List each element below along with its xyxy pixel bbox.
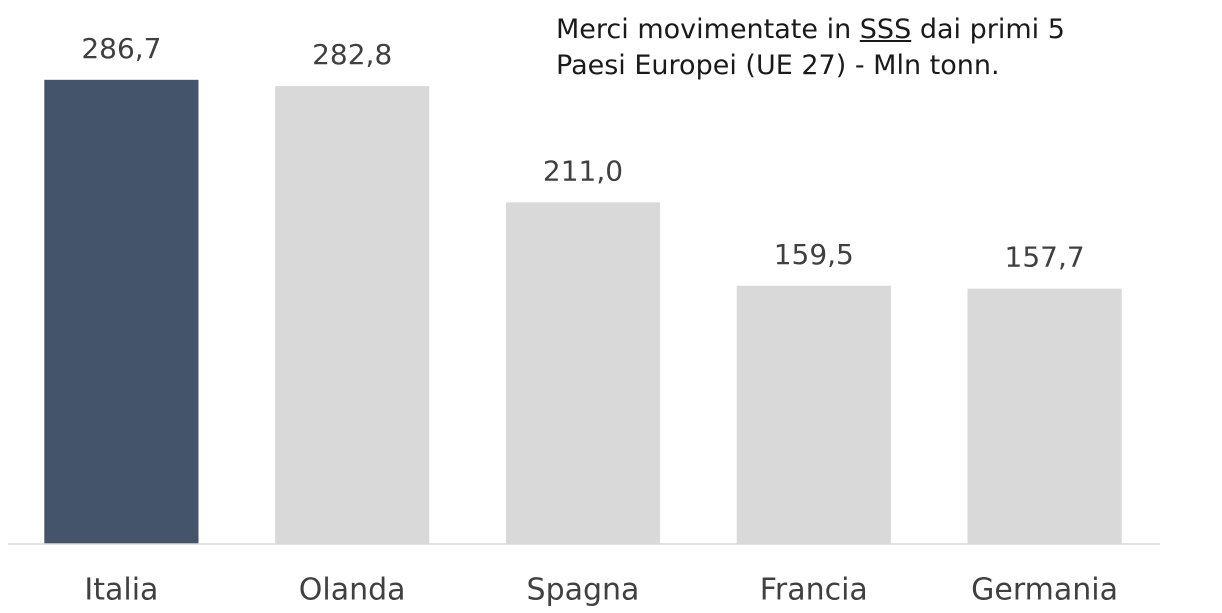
title-part: SSS bbox=[859, 14, 912, 45]
bar bbox=[505, 202, 661, 544]
bar bbox=[275, 86, 430, 544]
bar bbox=[44, 79, 199, 545]
value-label: 157,7 bbox=[1005, 241, 1085, 274]
value-label: 211,0 bbox=[543, 154, 623, 187]
title-part: Merci movimentate in bbox=[556, 14, 852, 45]
x-tick-label: Germania bbox=[971, 573, 1118, 608]
value-label: 159,5 bbox=[774, 238, 854, 271]
x-tick-label: Francia bbox=[760, 573, 868, 608]
title-part: dai primi 5 bbox=[919, 14, 1065, 45]
bar bbox=[736, 285, 891, 544]
x-tick-label: Italia bbox=[84, 573, 158, 608]
title-part: Paesi Europei (UE 27) - Mln tonn. bbox=[556, 50, 1000, 81]
x-tick-label: Spagna bbox=[527, 573, 640, 608]
value-label: 286,7 bbox=[81, 32, 161, 65]
x-tick-label: Olanda bbox=[299, 573, 406, 608]
bar bbox=[967, 288, 1122, 544]
chart-title: Merci movimentate in SSS dai primi 5 Paes… bbox=[556, 12, 1222, 84]
value-label: 282,8 bbox=[312, 38, 392, 71]
